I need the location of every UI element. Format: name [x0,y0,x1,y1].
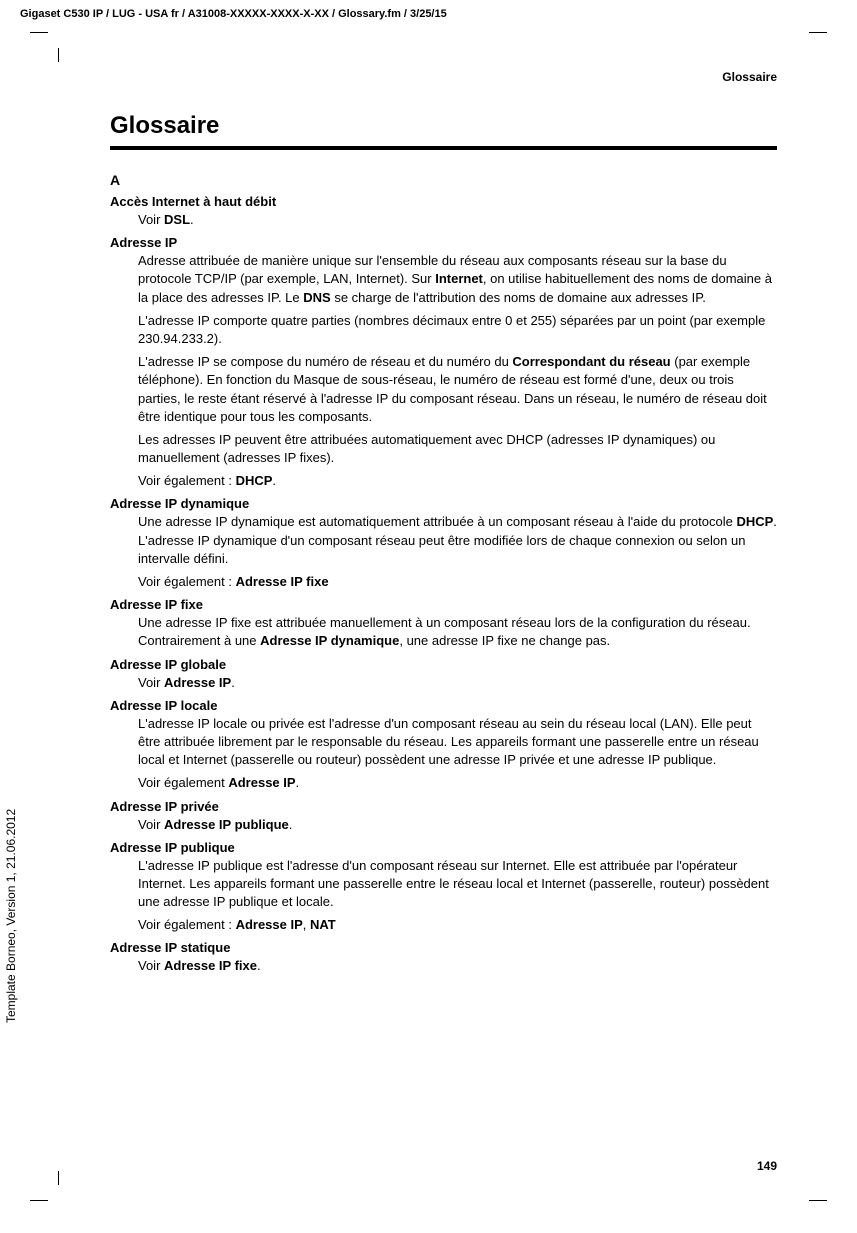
letter-heading: A [110,172,777,188]
crop-mark [58,1171,59,1185]
glossary-entries: Accès Internet à haut débit Voir DSL. Adre… [110,194,777,976]
header-path: Gigaset C530 IP / LUG - USA fr / A31008-… [20,8,447,20]
glossary-term: Accès Internet à haut débit [110,194,777,209]
glossary-definition: Voir Adresse IP. [138,674,777,692]
glossary-definition: Voir également : Adresse IP, NAT [138,916,777,934]
glossary-definition: L'adresse IP comporte quatre parties (no… [138,312,777,348]
section-label: Glossaire [110,70,777,84]
template-version-label: Template Borneo, Version 1, 21.06.2012 [4,809,18,1023]
glossary-term: Adresse IP [110,235,777,250]
glossary-definition: Les adresses IP peuvent être attribuées … [138,431,777,467]
glossary-definition: Voir DSL. [138,211,777,229]
crop-mark [809,32,827,33]
crop-mark [809,1200,827,1201]
glossary-definition: Une adresse IP fixe est attribuée manuel… [138,614,777,650]
glossary-definition: Voir également : DHCP. [138,472,777,490]
glossary-definition: L'adresse IP locale ou privée est l'adre… [138,715,777,770]
glossary-definition: Voir Adresse IP publique. [138,816,777,834]
glossary-definition: L'adresse IP se compose du numéro de rés… [138,353,777,426]
glossary-term: Adresse IP fixe [110,597,777,612]
glossary-definition: Adresse attribuée de manière unique sur … [138,252,777,307]
title-underline [110,146,777,150]
glossary-definition: Voir Adresse IP fixe. [138,957,777,975]
crop-mark [30,1200,48,1201]
glossary-term: Adresse IP publique [110,840,777,855]
glossary-term: Adresse IP globale [110,657,777,672]
crop-mark [30,32,48,33]
glossary-definition: Voir également : Adresse IP fixe [138,573,777,591]
glossary-definition: Voir également Adresse IP. [138,774,777,792]
glossary-term: Adresse IP dynamique [110,496,777,511]
glossary-definition: L'adresse IP publique est l'adresse d'un… [138,857,777,912]
glossary-definition: Une adresse IP dynamique est automatique… [138,513,777,568]
page-content: Glossaire Glossaire A Accès Internet à h… [110,70,777,1173]
page-title: Glossaire [110,112,777,140]
page-number: 149 [757,1159,777,1173]
crop-mark [58,48,59,62]
glossary-term: Adresse IP privée [110,799,777,814]
glossary-term: Adresse IP locale [110,698,777,713]
glossary-term: Adresse IP statique [110,940,777,955]
